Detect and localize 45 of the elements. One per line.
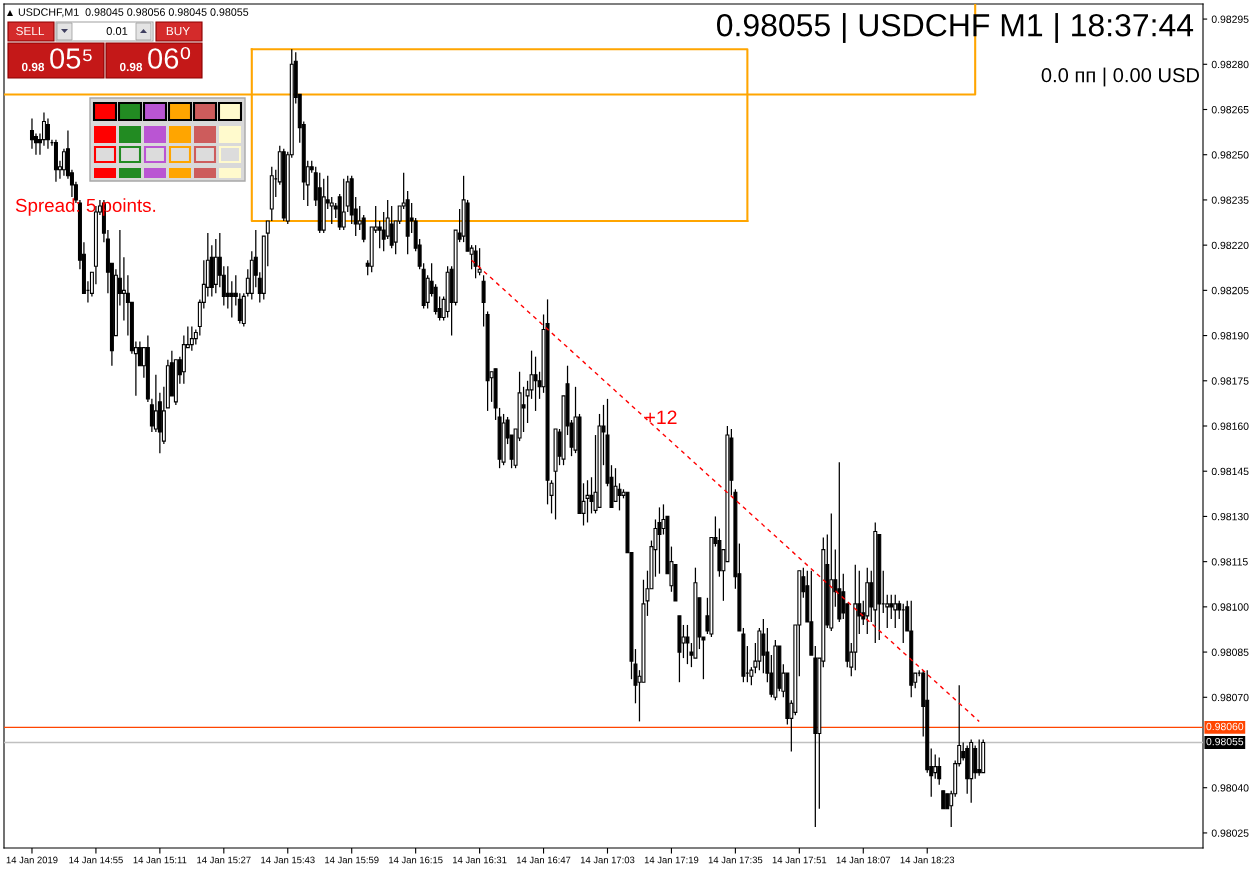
ref-line-label: 0.98060	[1206, 722, 1244, 731]
x-tick-label: 14 Jan 18:23	[900, 856, 955, 864]
annotation: 05⁵	[50, 48, 92, 69]
x-tick-label: 14 Jan 16:31	[453, 856, 507, 864]
y-tick-label: 0.98160	[1211, 422, 1249, 430]
annotation: SELL	[16, 26, 45, 36]
y-tick-label: 0.98040	[1211, 784, 1249, 792]
x-tick-label: 14 Jan 2019	[6, 856, 58, 864]
y-tick-label: 0.98205	[1211, 286, 1249, 295]
y-tick-label: 0.98100	[1211, 603, 1249, 611]
x-tick-label: 14 Jan 14:55	[69, 856, 123, 864]
y-tick-label: 0.98070	[1211, 693, 1249, 702]
annotation: 0.01	[106, 27, 128, 35]
x-tick-label: 14 Jan 16:47	[516, 856, 571, 864]
y-tick-label: 0.98220	[1211, 241, 1249, 250]
y-tick-label: 0.98265	[1211, 106, 1249, 114]
x-tick-label: 14 Jan 17:51	[772, 856, 827, 864]
annotation: +12	[645, 410, 677, 425]
y-tick-label: 0.98145	[1211, 467, 1249, 476]
x-tick-label: 14 Jan 15:11	[133, 856, 187, 864]
x-tick-label: 14 Jan 15:43	[261, 856, 315, 864]
annotation: BUY	[166, 26, 190, 36]
ref-line-label: 0.98055	[1206, 737, 1244, 746]
y-tick-label: 0.98175	[1211, 377, 1249, 385]
x-tick-label: 14 Jan 17:19	[644, 856, 699, 864]
x-tick-label: 14 Jan 15:59	[325, 856, 379, 864]
x-tick-label: 14 Jan 17:03	[580, 856, 635, 864]
y-tick-label: 0.98025	[1211, 829, 1249, 837]
annotation: 0.0 пп | 0.00 USD	[1041, 67, 1200, 87]
y-tick-label: 0.98280	[1211, 60, 1249, 69]
y-tick-label: 0.98250	[1211, 151, 1249, 159]
annotation: 0.98	[21, 62, 45, 72]
y-tick-label: 0.98295	[1211, 15, 1249, 23]
chart-title: USDCHF,M1 0.98045 0.98056 0.98045 0.98055	[18, 8, 249, 18]
y-tick-label: 0.98235	[1211, 196, 1249, 204]
y-tick-label: 0.98190	[1211, 332, 1249, 340]
annotation: 0.98	[119, 62, 143, 72]
x-tick-label: 14 Jan 16:15	[389, 856, 443, 864]
y-tick-label: 0.98115	[1211, 558, 1248, 566]
annotation: 06⁰	[148, 46, 191, 69]
y-tick-label: 0.98085	[1211, 648, 1249, 656]
y-tick-label: 0.98130	[1211, 512, 1249, 521]
x-tick-label: 14 Jan 17:35	[708, 856, 763, 864]
x-tick-label: 14 Jan 15:27	[197, 856, 251, 864]
x-tick-label: 14 Jan 18:07	[836, 856, 891, 864]
